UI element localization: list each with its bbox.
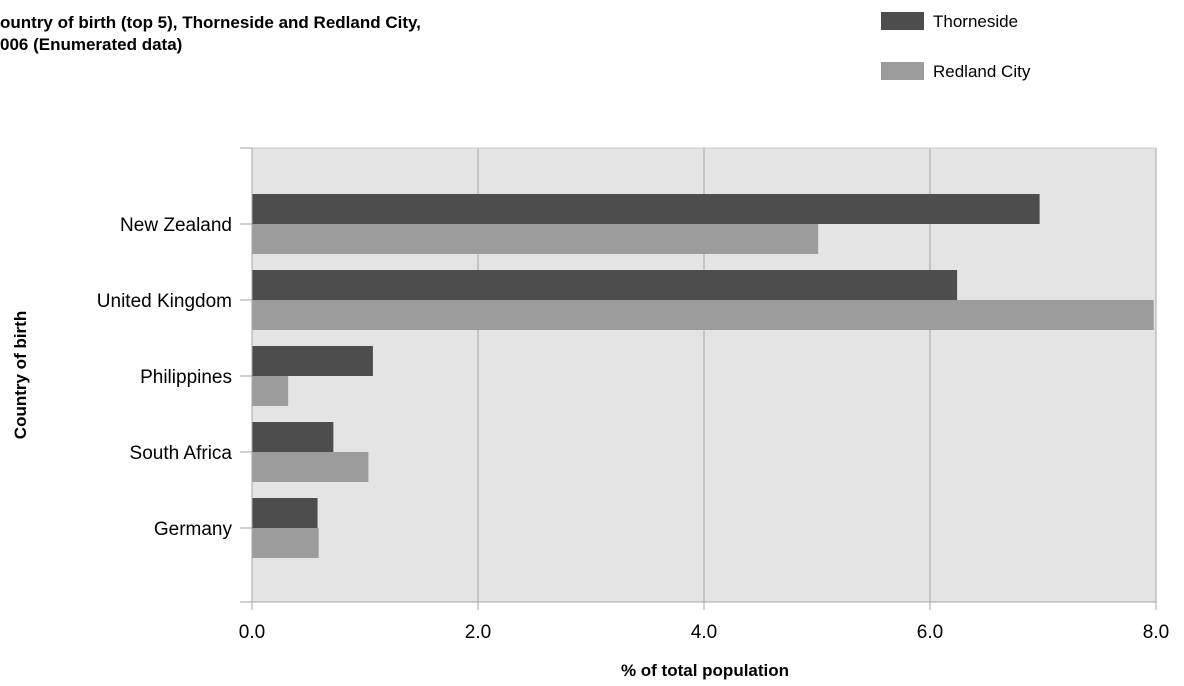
bar-thorneside-united-kingdom xyxy=(252,270,958,300)
x-axis-title: % of total population xyxy=(621,661,789,680)
y-tick-label: Germany xyxy=(154,519,233,540)
bar-redland-city-philippines xyxy=(252,376,289,406)
chart-title-line-2: 006 (Enumerated data) xyxy=(0,35,182,54)
y-tick-label: Philippines xyxy=(140,367,232,388)
bar-thorneside-new-zealand xyxy=(252,194,1040,224)
legend-swatch xyxy=(881,62,924,80)
bar-redland-city-south-africa xyxy=(252,452,369,482)
bar-redland-city-germany xyxy=(252,528,319,558)
y-tick-label: New Zealand xyxy=(120,215,232,236)
chart-title: ountry of birth (top 5), Thorneside and … xyxy=(0,13,421,54)
legend: Thorneside Redland City xyxy=(881,12,1031,81)
bar-redland-city-united-kingdom xyxy=(252,300,1154,330)
bar-thorneside-philippines xyxy=(252,346,373,376)
chart-title-line-1: ountry of birth (top 5), Thorneside and … xyxy=(0,13,421,32)
x-tick-label: 4.0 xyxy=(691,622,717,643)
y-tick-labels: New Zealand United Kingdom Philippines Sout… xyxy=(97,215,233,540)
x-tick-label: 2.0 xyxy=(465,622,491,643)
y-tick-label: South Africa xyxy=(130,443,233,464)
bars xyxy=(252,194,1154,558)
y-tick-label: United Kingdom xyxy=(97,291,232,312)
y-axis-title: Country of birth xyxy=(11,311,30,439)
x-tick-label: 8.0 xyxy=(1143,622,1169,643)
legend-label: Redland City xyxy=(933,62,1031,81)
axes xyxy=(240,147,1157,610)
x-tick-label: 6.0 xyxy=(917,622,943,643)
legend-swatch xyxy=(881,12,924,30)
x-tick-label: 0.0 xyxy=(239,622,265,643)
legend-label: Thorneside xyxy=(933,12,1018,31)
x-tick-labels: 0.0 2.0 4.0 6.0 8.0 xyxy=(239,622,1169,643)
bar-thorneside-south-africa xyxy=(252,422,334,452)
bar-redland-city-new-zealand xyxy=(252,224,819,254)
bar-thorneside-germany xyxy=(252,498,318,528)
